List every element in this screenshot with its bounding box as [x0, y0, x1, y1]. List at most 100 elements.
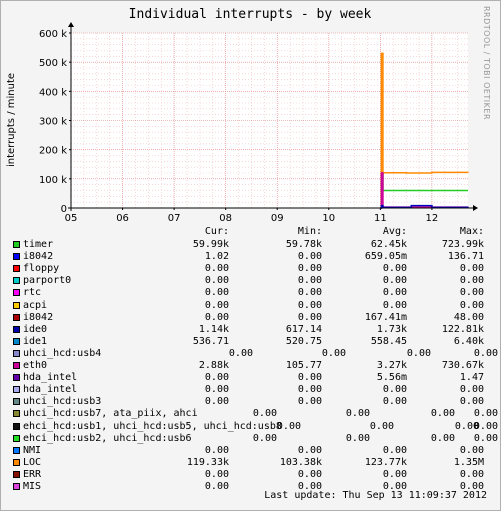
legend-avg: 62.45k: [370, 239, 407, 250]
legend-row: i8042 1.02 0.00 659.05m 136.71: [0, 251, 501, 263]
legend-swatch: [13, 325, 20, 333]
legend-header: Cur: Min: Avg: Max:: [0, 226, 501, 238]
legend-label: uhci_hcd:usb4: [23, 347, 102, 359]
legend-cur: 59.99k: [192, 239, 229, 250]
legend-max: 730.67k: [441, 360, 484, 371]
legend-cur: 1.14k: [198, 323, 229, 335]
legend-cur: 536.71: [192, 335, 229, 347]
legend-row: parport0 0.00 0.00 0.00 0.00: [0, 275, 501, 287]
y-axis-label: interrupts / minute: [6, 73, 17, 167]
legend-label: timer: [23, 239, 54, 250]
legend-min: 0.00: [297, 287, 322, 299]
legend-min: 103.38k: [279, 456, 322, 468]
legend-label: ehci_hcd:usb2, uhci_hcd:usb6: [23, 432, 192, 444]
legend-avg: 0.00: [382, 287, 407, 299]
legend-max: 723.99k: [441, 239, 484, 250]
legend-swatch: [13, 483, 20, 490]
legend-label: MIS: [23, 481, 42, 492]
y-tick-label: 0: [61, 204, 67, 215]
legend-swatch: [13, 241, 20, 248]
legend-swatch: [13, 337, 20, 345]
axes: [68, 22, 478, 211]
legend-avg: 0.00: [382, 444, 407, 456]
legend-row: i8042 0.00 0.00 167.41m 48.00: [0, 312, 501, 324]
legend-swatch: [13, 470, 20, 478]
legend-avg: 0.00: [382, 396, 407, 408]
legend-cur: 0.00: [204, 299, 229, 311]
legend-label: LOC: [23, 456, 42, 468]
legend-min: 0.00: [297, 275, 322, 287]
legend-swatch: [13, 265, 20, 273]
legend-max: 136.71: [447, 251, 484, 263]
legend-avg: 0.00: [382, 384, 407, 396]
legend-cur: 2.88k: [198, 360, 229, 371]
x-tick-label: 09: [271, 213, 284, 224]
legend-cur: 0.00: [204, 275, 229, 287]
grid: [70, 32, 468, 209]
legend-swatch: [13, 349, 20, 357]
x-tick-label: 07: [168, 213, 181, 224]
legend-swatch: [13, 386, 20, 394]
legend-avg: 0.00: [406, 347, 431, 359]
legend-min: 0.00: [369, 420, 394, 432]
legend-label: rtc: [23, 287, 42, 299]
chart-title: Individual interrupts - by week: [129, 7, 372, 22]
legend-cur: 0.00: [204, 384, 229, 396]
legend-avg: 5.56m: [376, 372, 407, 384]
legend-row: ERR 0.00 0.00 0.00 0.00: [0, 469, 501, 481]
legend-row: uhci_hcd:usb7, ata_piix, ahci 0.00 0.00 0.0…: [0, 408, 501, 420]
header-cur: Cur:: [204, 226, 229, 237]
legend-label: eth0: [23, 360, 48, 371]
legend-row: NMI 0.00 0.00 0.00 0.00: [0, 445, 501, 457]
legend-label: ehci_hcd:usb1, uhci_hcd:usb5, uhci_hcd:u…: [23, 420, 282, 432]
legend-max: 1.47: [459, 372, 484, 384]
legend-avg: 0.00: [382, 481, 407, 492]
legend-max: 0.00: [459, 444, 484, 456]
legend-swatch: [13, 446, 20, 454]
legend-label: ide0: [23, 323, 48, 335]
legend-cur: 0.00: [204, 263, 229, 275]
legend-min: 0.00: [297, 311, 322, 323]
legend-min: 0.00: [321, 347, 346, 359]
legend-max: 0.00: [459, 287, 484, 299]
legend-cur: 1.02: [204, 251, 229, 263]
legend-min: 0.00: [297, 263, 322, 275]
legend-row: ide0 1.14k 617.14 1.73k 122.81k: [0, 324, 501, 336]
legend-max: 122.81k: [441, 323, 484, 335]
legend-min: 59.78k: [285, 239, 322, 250]
legend-max: 48.00: [453, 311, 484, 323]
legend-label: hda_intel: [23, 384, 78, 396]
x-tick-label: 12: [426, 213, 439, 224]
y-tick-label: 600 k: [39, 29, 67, 40]
legend-row: ehci_hcd:usb2, uhci_hcd:usb6 0.00 0.00 0.00…: [0, 433, 501, 445]
legend-min: 0.00: [297, 372, 322, 384]
legend-cur: 0.00: [276, 420, 301, 432]
legend-avg: 0.00: [382, 263, 407, 275]
legend-avg: 167.41m: [364, 311, 407, 323]
legend-avg: 0.00: [430, 432, 455, 444]
legend-row: floppy 0.00 0.00 0.00 0.00: [0, 263, 501, 275]
legend-label: hda_intel: [23, 372, 78, 384]
legend-max: 6.40k: [453, 335, 484, 347]
legend-max: 0.00: [459, 481, 484, 492]
legend-max: 0.00: [473, 432, 498, 444]
legend-avg: 0.00: [382, 468, 407, 480]
y-tick-label: 500 k: [39, 58, 67, 69]
legend-avg: 3.27k: [376, 360, 407, 371]
legend-row: uhci_hcd:usb3 0.00 0.00 0.00 0.00: [0, 396, 501, 408]
legend-avg: 0.00: [382, 299, 407, 311]
legend-swatch: [13, 374, 20, 382]
legend-cur: 0.00: [252, 432, 277, 444]
x-tick-label: 05: [65, 213, 78, 224]
x-tick-label: 06: [116, 213, 129, 224]
legend-min: 0.00: [297, 444, 322, 456]
legend-max: 0.00: [473, 420, 498, 432]
legend-avg: 123.77k: [364, 456, 407, 468]
legend-row: uhci_hcd:usb4 0.00 0.00 0.00 0.00: [0, 348, 501, 360]
header-avg: Avg:: [382, 226, 407, 237]
legend-max: 0.00: [459, 263, 484, 275]
legend-swatch: [13, 289, 20, 297]
y-axis: 0 100 k 200 k 300 k 400 k 500 k 600 k: [39, 29, 71, 215]
legend-label: i8042: [23, 311, 54, 323]
legend-swatch: [13, 434, 20, 442]
